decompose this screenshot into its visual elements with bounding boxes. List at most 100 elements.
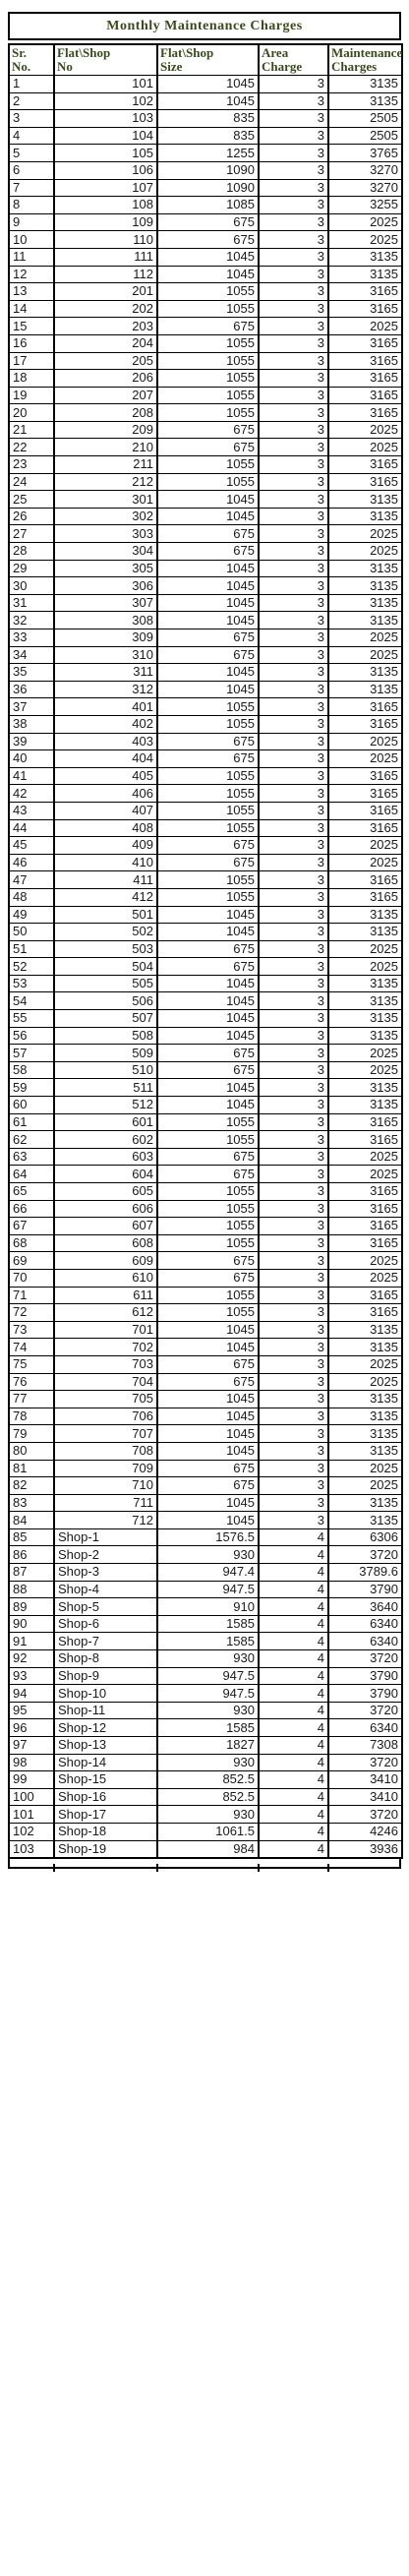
row-flat-shop-size: 675 [156,524,260,544]
row-flat-shop-size: 1055 [156,299,260,319]
row-flat-shop-no: Shop-6 [53,1614,158,1634]
row-maintenance-charges: 3135 [327,507,403,526]
row-sr-no: 100 [8,1787,55,1807]
row-maintenance-charges: 3135 [327,991,403,1011]
row-sr-no: 56 [8,1026,55,1046]
row-sr-no: 83 [8,1493,55,1513]
table-row: 92 Shop-8 930 4 3720 [8,1649,403,1668]
row-flat-shop-size: 1045 [156,663,260,682]
row-sr-no: 87 [8,1563,55,1582]
row-flat-shop-size: 675 [156,1354,260,1374]
row-maintenance-charges: 3165 [327,784,403,803]
row-flat-shop-size: 930 [156,1649,260,1668]
row-area-charge: 3 [258,351,329,371]
row-sr-no: 49 [8,905,55,925]
row-sr-no: 77 [8,1390,55,1408]
row-sr-no: 58 [8,1060,55,1080]
table-row: 45 409 675 3 2025 [8,836,403,855]
table-row: 78 706 1045 3 3135 [8,1407,403,1426]
table-row: 55 507 1045 3 3135 [8,1009,403,1028]
row-maintenance-charges: 2505 [327,109,403,128]
row-area-charge: 3 [258,801,329,820]
row-sr-no: 23 [8,455,55,474]
row-sr-no: 29 [8,559,55,578]
row-area-charge: 3 [258,1078,329,1098]
row-area-charge: 3 [258,196,329,214]
row-maintenance-charges: 3255 [327,196,403,214]
row-flat-shop-no: 509 [53,1044,158,1062]
table-row: 4 104 835 3 2505 [8,126,403,146]
row-sr-no: 60 [8,1096,55,1114]
row-area-charge: 3 [258,1459,329,1478]
row-area-charge: 3 [258,299,329,319]
row-sr-no: 11 [8,247,55,267]
row-sr-no: 1 [8,75,55,93]
row-flat-shop-no: 504 [53,957,158,976]
row-maintenance-charges: 3165 [327,1303,403,1322]
header-flat-shop-no: Flat\Shop No [53,43,158,76]
row-flat-shop-no: 607 [53,1217,158,1235]
row-sr-no: 80 [8,1441,55,1461]
row-flat-shop-size: 930 [156,1805,260,1824]
row-sr-no: 93 [8,1666,55,1686]
row-area-charge: 3 [258,1233,329,1253]
row-flat-shop-size: 1045 [156,1493,260,1513]
table-row: 27 303 675 3 2025 [8,524,403,544]
row-area-charge: 3 [258,1390,329,1408]
row-sr-no: 5 [8,144,55,162]
row-sr-no: 31 [8,593,55,613]
row-maintenance-charges: 7308 [327,1736,403,1755]
row-area-charge: 3 [258,1303,329,1322]
row-sr-no: 51 [8,939,55,959]
row-flat-shop-no: 110 [53,230,158,249]
row-maintenance-charges: 3165 [327,801,403,820]
row-sr-no: 99 [8,1770,55,1789]
row-flat-shop-no: 401 [53,697,158,716]
row-sr-no: 8 [8,196,55,214]
row-sr-no: 46 [8,853,55,872]
row-flat-shop-no: 512 [53,1096,158,1114]
row-area-charge: 3 [258,1424,329,1443]
row-flat-shop-no: 407 [53,801,158,820]
row-area-charge: 3 [258,957,329,976]
table-row: 14 202 1055 3 3165 [8,299,403,319]
row-flat-shop-no: Shop-3 [53,1563,158,1582]
row-area-charge: 3 [258,386,329,405]
row-sr-no: 54 [8,991,55,1011]
row-area-charge: 3 [258,611,329,629]
row-sr-no: 89 [8,1597,55,1616]
row-area-charge: 3 [258,1217,329,1235]
row-area-charge: 3 [258,853,329,872]
row-area-charge: 4 [258,1701,329,1720]
table-row: 68 608 1055 3 3165 [8,1233,403,1253]
row-flat-shop-no: Shop-15 [53,1770,158,1789]
row-maintenance-charges: 3165 [327,455,403,474]
row-flat-shop-no: 307 [53,593,158,613]
row-maintenance-charges: 3135 [327,1511,403,1529]
row-area-charge: 3 [258,629,329,647]
row-flat-shop-size: 835 [156,126,260,146]
row-flat-shop-size: 1055 [156,333,260,353]
row-flat-shop-no: Shop-2 [53,1545,158,1565]
row-maintenance-charges: 3165 [327,386,403,405]
table-row: 28 304 675 3 2025 [8,542,403,561]
row-flat-shop-no: Shop-4 [53,1580,158,1599]
row-flat-shop-no: 208 [53,403,158,422]
row-area-charge: 4 [258,1632,329,1651]
row-area-charge: 3 [258,1476,329,1495]
row-sr-no: 7 [8,178,55,198]
row-flat-shop-size: 1045 [156,905,260,925]
row-area-charge: 3 [258,1286,329,1305]
row-area-charge: 4 [258,1822,329,1841]
row-flat-shop-no: Shop-10 [53,1684,158,1703]
row-flat-shop-no: 111 [53,247,158,267]
row-flat-shop-size: 852.5 [156,1770,260,1789]
row-flat-shop-size: 1045 [156,1009,260,1028]
table-row: 91 Shop-7 1585 4 6340 [8,1632,403,1651]
row-maintenance-charges: 2505 [327,126,403,146]
table-footer-line [8,1859,401,1873]
row-flat-shop-no: 612 [53,1303,158,1322]
row-flat-shop-no: 101 [53,75,158,93]
row-maintenance-charges: 3720 [327,1753,403,1772]
row-maintenance-charges: 2025 [327,317,403,335]
